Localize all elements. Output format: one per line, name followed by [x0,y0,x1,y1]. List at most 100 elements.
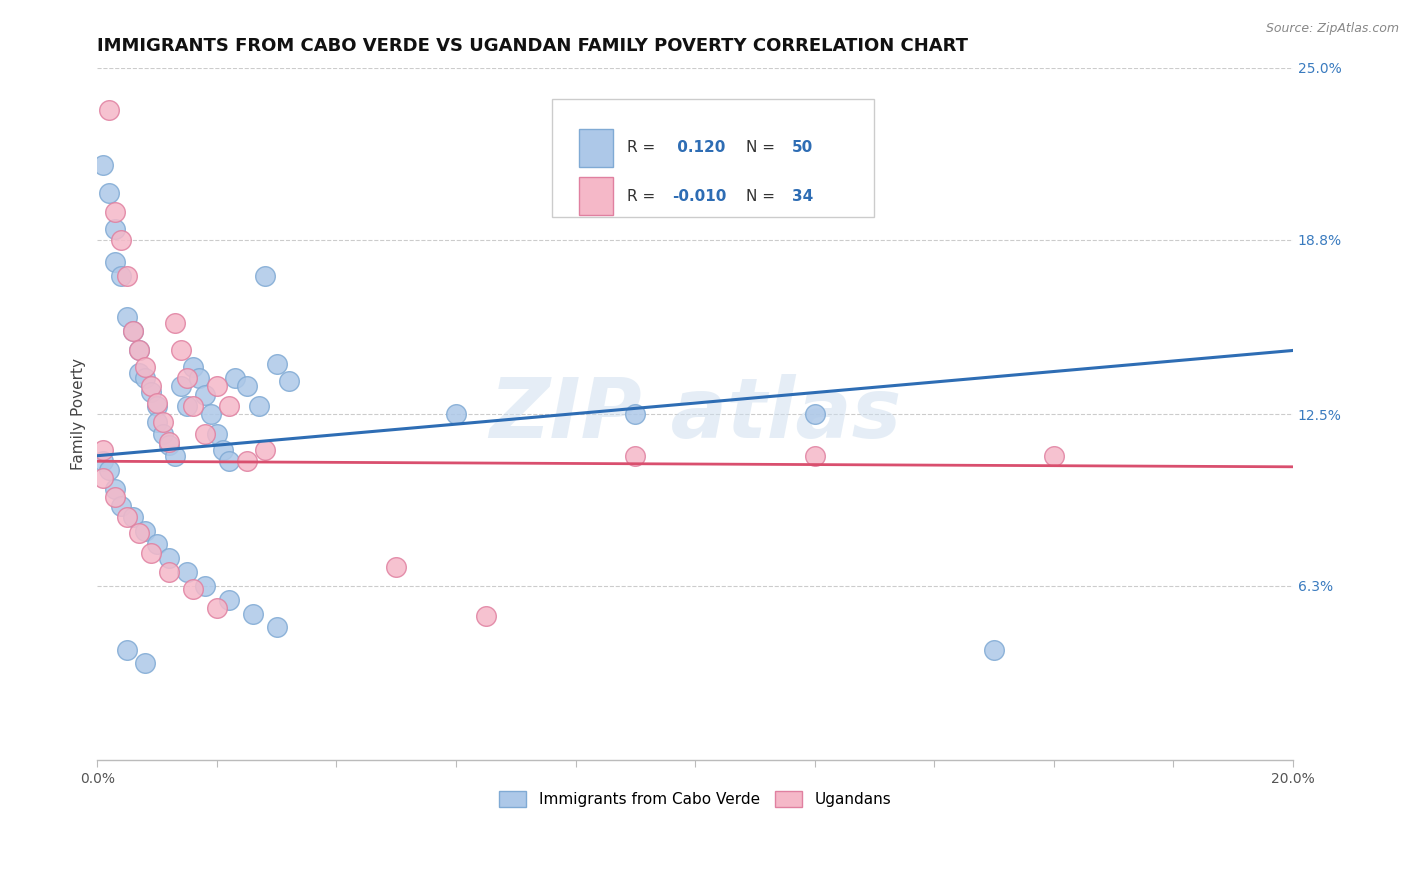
Point [146,416,169,430]
Text: IMMIGRANTS FROM CABO VERDE VS UGANDAN FAMILY POVERTY CORRELATION CHART: IMMIGRANTS FROM CABO VERDE VS UGANDAN FA… [97,37,969,55]
Point [122,324,145,338]
Point [194,579,217,593]
Point [141,384,163,399]
Point [194,426,217,441]
Point [188,371,211,385]
Point [152,426,174,441]
Point [165,449,187,463]
Point [110,268,132,283]
Point [218,592,240,607]
Point [385,559,408,574]
Text: -0.010: -0.010 [672,188,727,203]
Point [624,449,647,463]
Point [134,524,156,538]
Point [205,601,228,615]
Point [104,205,127,219]
Point [236,454,259,468]
Point [134,657,156,671]
Text: R =: R = [627,188,659,203]
Point [224,371,246,385]
Point [115,310,138,325]
Point [242,607,264,621]
Bar [579,128,613,167]
Point [1042,449,1064,463]
Point [141,546,163,560]
Point [212,443,235,458]
Point [115,268,138,283]
Point [146,537,169,551]
Point [104,490,127,504]
Point [218,399,240,413]
Point [277,374,299,388]
Point [247,399,270,413]
Point [170,379,193,393]
Point [152,416,174,430]
Point [181,399,204,413]
Point [98,186,121,200]
Text: ZIP atlas: ZIP atlas [489,374,901,455]
Point [104,221,127,235]
Point [205,426,228,441]
Point [115,509,138,524]
Point [98,103,121,117]
Point [122,324,145,338]
Point [194,388,217,402]
Point [165,316,187,330]
Text: 34: 34 [792,188,813,203]
Point [122,509,145,524]
Point [475,609,498,624]
FancyBboxPatch shape [551,99,875,217]
Point [115,642,138,657]
Text: R =: R = [627,140,659,155]
Point [253,443,276,458]
Point [91,454,114,468]
Text: 50: 50 [792,140,813,155]
Point [146,396,169,410]
Point [91,443,114,458]
Point [266,620,288,634]
Point [146,399,169,413]
Point [91,471,114,485]
Point [181,582,204,596]
Point [134,360,156,375]
Point [134,371,156,385]
Point [128,366,150,380]
Text: 0.120: 0.120 [672,140,725,155]
Point [983,642,1005,657]
Point [176,371,198,385]
Point [803,407,825,421]
Point [98,462,121,476]
Point [236,379,259,393]
Bar [579,177,613,215]
Point [624,407,647,421]
Point [128,343,150,358]
Point [157,434,180,449]
Point [157,551,180,566]
Legend: Immigrants from Cabo Verde, Ugandans: Immigrants from Cabo Verde, Ugandans [491,784,898,815]
Point [110,233,132,247]
Point [266,357,288,371]
Text: Source: ZipAtlas.com: Source: ZipAtlas.com [1265,22,1399,36]
Point [104,482,127,496]
Point [157,565,180,579]
Point [218,454,240,468]
Point [128,343,150,358]
Point [141,379,163,393]
Point [253,268,276,283]
Point [444,407,467,421]
Point [176,399,198,413]
Point [157,437,180,451]
Point [91,158,114,172]
Point [205,379,228,393]
Point [104,255,127,269]
Point [181,360,204,375]
Y-axis label: Family Poverty: Family Poverty [72,359,86,470]
Point [110,499,132,513]
Point [200,407,222,421]
Point [176,565,198,579]
Point [170,343,193,358]
Text: N =: N = [747,188,780,203]
Point [128,526,150,541]
Point [803,449,825,463]
Text: N =: N = [747,140,780,155]
